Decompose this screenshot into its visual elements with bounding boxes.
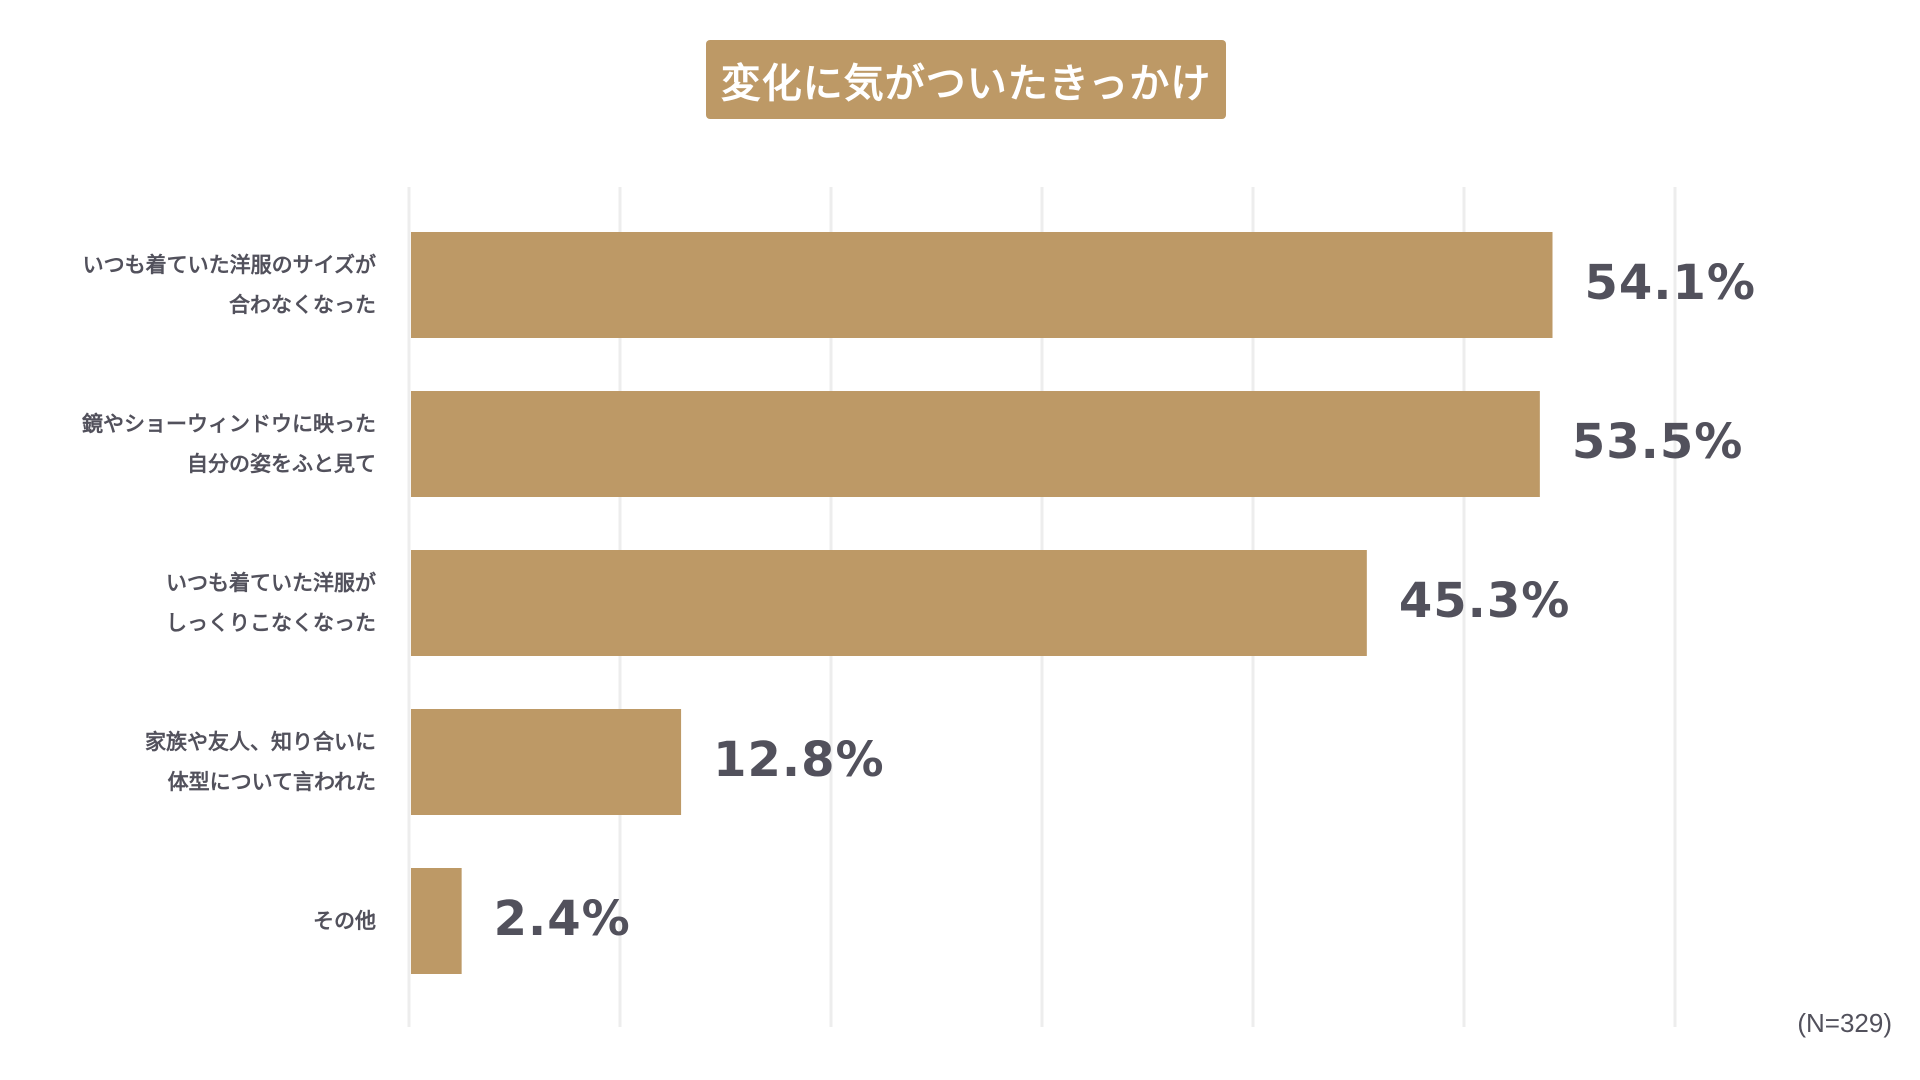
category-label-line: その他 (313, 909, 376, 933)
chart-title: 変化に気がついたきっかけ (720, 60, 1212, 107)
chart-title-box: 変化に気がついたきっかけ (706, 40, 1226, 119)
value-label: 12.8% (713, 732, 885, 788)
category-label: いつも着ていた洋服のサイズが合わなくなった (16, 245, 376, 325)
bar (411, 868, 462, 974)
category-label: いつも着ていた洋服が しっくりこなくなった (16, 563, 376, 643)
value-label: 2.4% (493, 891, 631, 947)
value-label: 45.3% (1398, 573, 1571, 629)
bar (411, 391, 1540, 497)
category-label-line: 家族や友人、知り合いに (145, 730, 376, 754)
category-label-line: いつも着ていた洋服が (166, 571, 376, 595)
category-label-line: いつも着ていた洋服のサイズが (82, 253, 376, 277)
category-label-line: 体型について言われた (167, 770, 376, 794)
bar (411, 709, 682, 815)
bar (411, 550, 1367, 656)
category-label-line: しっくりこなくなった (166, 611, 376, 635)
sample-size-note: (N=329) (1797, 1008, 1892, 1038)
category-label-line: 自分の姿をふと見て (187, 452, 376, 476)
value-label: 54.1% (1584, 255, 1757, 311)
category-label-line: 合わなくなった (229, 293, 376, 317)
category-label: 家族や友人、知り合いに体型について言われた (16, 722, 376, 802)
category-label: 鏡やショーウィンドウに映った自分の姿をふと見て (16, 404, 376, 484)
value-label: 53.5% (1571, 414, 1744, 470)
bar (411, 232, 1553, 338)
category-label: その他 (16, 901, 376, 941)
category-label-line: 鏡やショーウィンドウに映った (82, 412, 376, 436)
